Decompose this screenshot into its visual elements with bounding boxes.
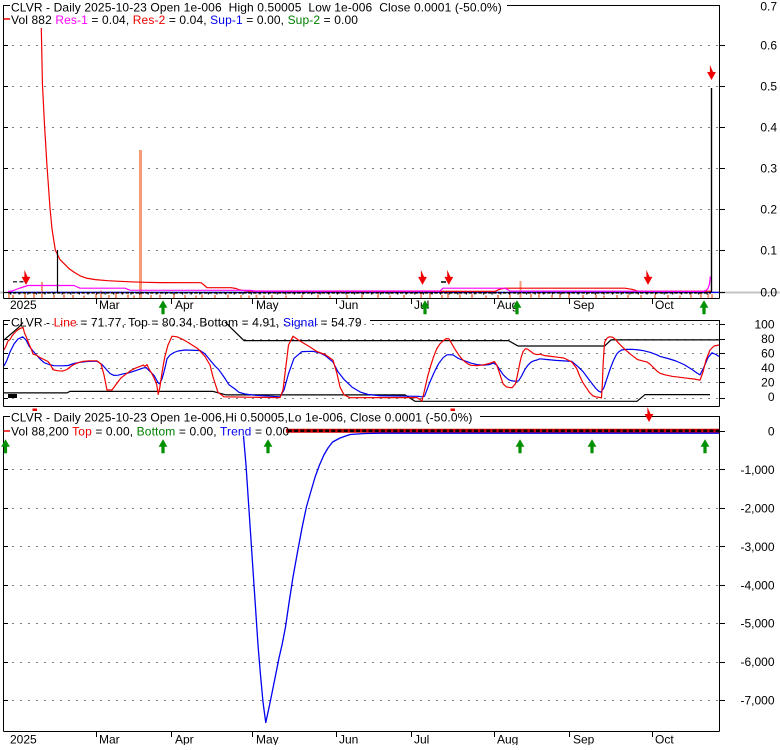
svg-text:Oct: Oct	[655, 298, 674, 312]
svg-text:Aug: Aug	[497, 298, 518, 312]
svg-text:0.4: 0.4	[760, 121, 777, 135]
svg-text:0: 0	[768, 424, 775, 438]
svg-text:May: May	[256, 732, 279, 745]
svg-text:Jun: Jun	[339, 298, 358, 312]
svg-text:100: 100	[754, 318, 774, 332]
svg-text:May: May	[256, 298, 279, 312]
svg-text:CLVR - Line = 71.77, Top = 80.: CLVR - Line = 71.77, Top = 80.34, Bottom…	[11, 316, 362, 330]
svg-text:80: 80	[761, 332, 775, 346]
svg-text:Mar: Mar	[99, 298, 120, 312]
svg-text:Aug: Aug	[497, 732, 518, 745]
svg-text:Sep: Sep	[573, 298, 595, 312]
svg-text:0.2: 0.2	[760, 203, 777, 217]
svg-text:-1,000: -1,000	[740, 463, 774, 477]
svg-text:-2,000: -2,000	[740, 501, 774, 515]
svg-text:-4,000: -4,000	[740, 578, 774, 592]
svg-text:2025: 2025	[10, 298, 37, 312]
svg-text:Sep: Sep	[573, 732, 595, 745]
svg-text:0.7: 0.7	[760, 0, 777, 14]
svg-text:0.6: 0.6	[760, 39, 777, 53]
svg-text:0.0: 0.0	[760, 285, 777, 299]
svg-text:Jul: Jul	[414, 732, 429, 745]
svg-text:-3,000: -3,000	[740, 540, 774, 554]
svg-text:60: 60	[761, 347, 775, 361]
svg-text:0.1: 0.1	[760, 244, 777, 258]
svg-text:40: 40	[761, 361, 775, 375]
svg-text:Oct: Oct	[655, 732, 674, 745]
svg-text:-6,000: -6,000	[740, 655, 774, 669]
svg-text:Apr: Apr	[175, 298, 194, 312]
svg-text:CLVR - Daily 2025-10-23 Open 1: CLVR - Daily 2025-10-23 Open 1e-006,Hi 0…	[11, 410, 473, 424]
svg-text:Mar: Mar	[99, 732, 120, 745]
svg-text:0.5: 0.5	[760, 80, 777, 94]
svg-text:-5,000: -5,000	[740, 617, 774, 631]
svg-text:Vol 882 Res-1 = 0.04, Res-2 =: Vol 882 Res-1 = 0.04, Res-2 = 0.04, Sup-…	[11, 13, 358, 27]
svg-text:Vol 88,200 Top = 0.00, Bottom: Vol 88,200 Top = 0.00, Bottom = 0.00, Tr…	[11, 425, 290, 439]
svg-text:Apr: Apr	[175, 732, 194, 745]
svg-text:CLVR - Daily 2025-10-23 Open 1: CLVR - Daily 2025-10-23 Open 1e-006 High…	[11, 1, 502, 15]
svg-text:-7,000: -7,000	[740, 694, 774, 708]
svg-text:0: 0	[768, 390, 775, 404]
svg-text:0.3: 0.3	[760, 162, 777, 176]
svg-text:Jun: Jun	[339, 732, 358, 745]
svg-text:2025: 2025	[10, 732, 37, 745]
svg-text:20: 20	[761, 376, 775, 390]
